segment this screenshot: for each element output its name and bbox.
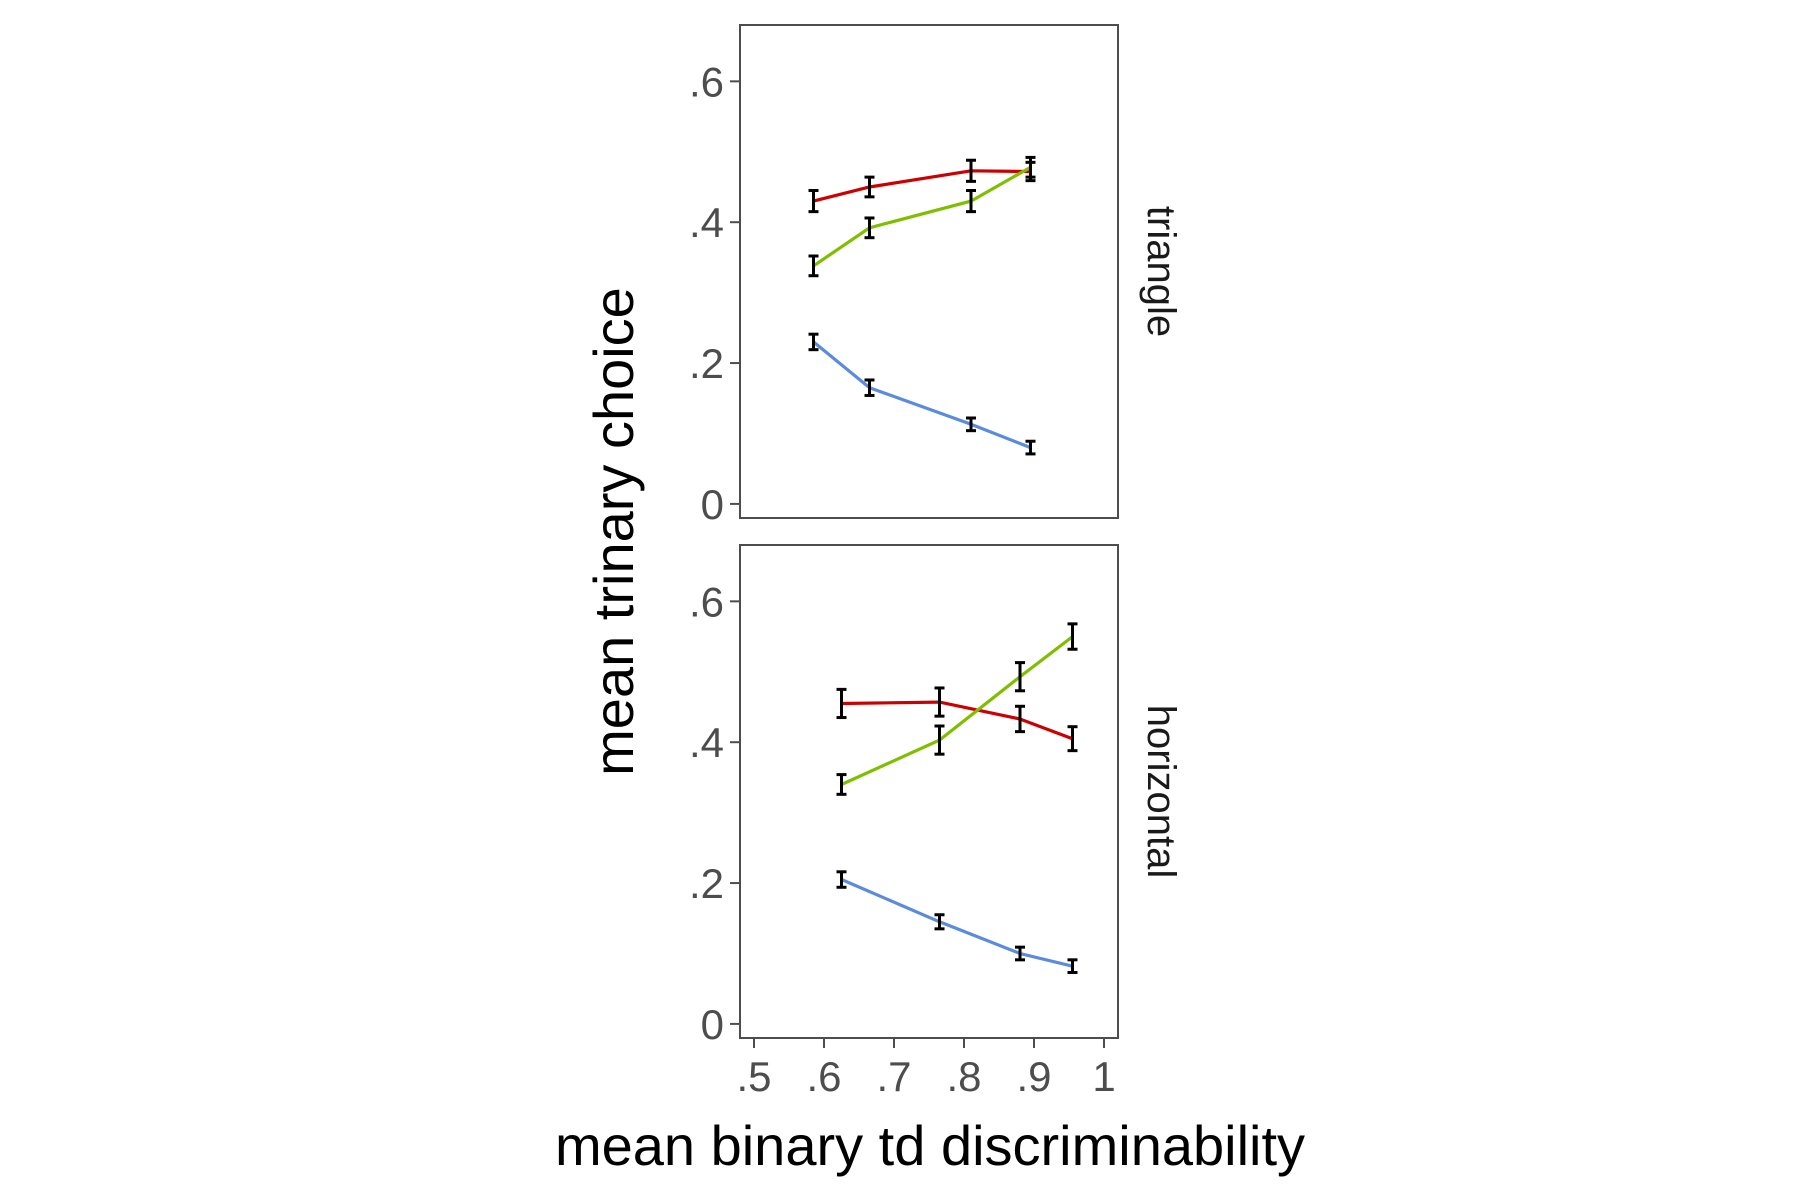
error-bar: [1015, 661, 1025, 693]
error-bar: [1025, 155, 1036, 179]
y-tick-label: .2: [689, 860, 724, 907]
y-tick-label: .4: [689, 199, 724, 246]
x-tick-label: 1: [1092, 1053, 1115, 1100]
error-bar: [966, 416, 976, 433]
error-bar: [808, 254, 819, 278]
error-bar: [1067, 725, 1078, 753]
series-line-3: [840, 878, 1073, 968]
series-line-2: [812, 165, 1032, 268]
error-bar: [934, 686, 945, 718]
panel-triangle: 0 .2 .4 .6 triangle: [689, 24, 1183, 528]
x-axis: .5 .6 .7 .8 .9 1: [736, 1038, 1116, 1100]
error-bar: [836, 687, 847, 720]
error-bar: [966, 158, 976, 183]
x-tick-label: .5: [736, 1053, 771, 1100]
x-axis-title: mean binary td discriminability: [555, 1114, 1305, 1177]
x-tick-label: .9: [1016, 1053, 1051, 1100]
error-bar: [966, 189, 976, 214]
y-tick-label: .4: [689, 719, 724, 766]
y-axis-title: mean trinary choice: [582, 287, 645, 776]
facet-strip-label: triangle: [1139, 206, 1183, 337]
x-tick-label: .6: [806, 1053, 841, 1100]
panel-frame: [739, 24, 1119, 519]
y-tick-label: 0: [701, 481, 724, 528]
error-bar: [864, 175, 875, 199]
x-tick-label: .7: [876, 1053, 911, 1100]
panel-frame: [739, 544, 1119, 1039]
error-bar: [934, 724, 945, 756]
error-bar: [836, 773, 847, 796]
error-bar: [1015, 704, 1025, 734]
series-line-1: [813, 169, 1031, 203]
y-tick-label: .2: [689, 340, 724, 387]
error-bar: [934, 913, 945, 931]
error-bar: [864, 216, 875, 240]
error-bar: [1067, 958, 1078, 975]
error-bar: [1025, 439, 1036, 456]
error-bar: [864, 378, 875, 397]
error-bar: [1067, 622, 1078, 651]
error-bar: [808, 189, 819, 214]
error-bar: [1015, 945, 1025, 962]
y-tick-label: .6: [689, 578, 724, 625]
x-tick-label: .8: [946, 1053, 981, 1100]
series-line-1: [841, 700, 1074, 741]
error-bar: [808, 332, 819, 352]
y-tick-label: 0: [701, 1001, 724, 1048]
chart-panels: 0 .2 .4 .6 triangle 0 .2 .4 .6 horizontal: [689, 24, 1183, 1048]
series-line-3: [812, 340, 1032, 450]
y-tick-label: .6: [689, 58, 724, 105]
error-bar: [836, 870, 847, 889]
facet-strip-label: horizontal: [1139, 705, 1183, 878]
series-line-2: [840, 635, 1074, 786]
panel-horizontal: 0 .2 .4 .6 horizontal: [689, 544, 1183, 1048]
